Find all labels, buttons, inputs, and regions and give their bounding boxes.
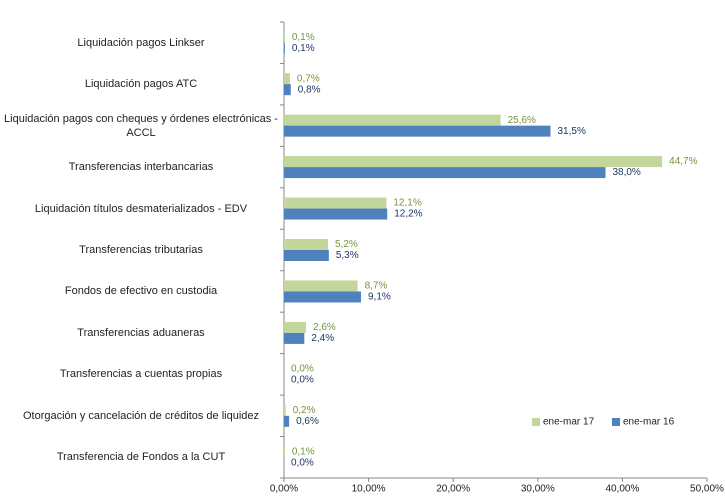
legend-swatch: [612, 418, 620, 426]
bar: [284, 404, 286, 416]
x-tick-label: 10,00%: [352, 484, 386, 495]
bar: [284, 332, 305, 344]
category-label: Transferencias aduaneras: [77, 326, 205, 339]
value-label: 38,0%: [612, 167, 640, 178]
category-label: Liquidación títulos desmaterializados - …: [34, 202, 248, 215]
bar: [284, 250, 329, 261]
bar: [284, 42, 285, 54]
value-label: 0,1%: [292, 32, 315, 43]
value-label: 0,2%: [293, 405, 316, 416]
x-tick-label: 40,00%: [605, 484, 639, 495]
x-tick-label: 50,00%: [690, 484, 724, 495]
value-label: 2,4%: [311, 333, 334, 344]
value-label: 0,0%: [291, 375, 314, 386]
legend-label: ene-mar 16: [623, 417, 675, 428]
category-label: Liquidación pagos ATC: [84, 78, 198, 91]
value-label: 8,7%: [365, 281, 388, 292]
legend-label: ene-mar 17: [543, 417, 595, 428]
bar: [284, 84, 291, 96]
bar: [284, 208, 388, 220]
bar: [284, 31, 285, 43]
category-label: Transferencias interbancarias: [68, 161, 214, 174]
bar: [284, 239, 328, 250]
value-label: 5,2%: [335, 239, 358, 250]
value-label: 0,8%: [298, 84, 321, 95]
value-label: 9,1%: [368, 292, 391, 303]
bar: [284, 415, 290, 427]
legend-swatch: [532, 418, 540, 426]
category-label: Liquidación pagos con cheques y órdenes …: [4, 112, 278, 139]
value-label: 12,2%: [394, 209, 422, 220]
bar: [284, 291, 361, 303]
x-tick-label: 20,00%: [436, 484, 470, 495]
bar: [284, 156, 663, 168]
x-tick-label: 0,00%: [270, 484, 298, 495]
category-label: Fondos de efectivo en custodia: [64, 285, 218, 298]
value-label: 0,6%: [296, 416, 319, 427]
category-label: Transferencias a cuentas propias: [59, 368, 223, 381]
value-label: 0,1%: [292, 43, 315, 54]
value-label: 25,6%: [508, 115, 536, 126]
bar: [284, 197, 387, 209]
value-label: 5,3%: [336, 250, 359, 261]
category-label: Transferencia de Fondos a la CUT: [56, 451, 226, 464]
bar: [284, 73, 290, 85]
value-label: 31,5%: [557, 126, 585, 137]
value-label: 2,6%: [313, 322, 336, 333]
bar: [284, 280, 358, 292]
category-label: Otorgación y cancelación de créditos de …: [22, 409, 260, 422]
bar: [284, 125, 551, 137]
bar: [284, 446, 285, 458]
bar: [284, 114, 501, 126]
category-label: Transferencias tributarias: [79, 244, 203, 256]
bar: [284, 321, 306, 333]
category-label: Liquidación pagos Linkser: [77, 36, 205, 49]
value-label: 44,7%: [669, 156, 697, 167]
value-label: 12,1%: [393, 198, 421, 209]
value-label: 0,0%: [291, 364, 314, 375]
value-label: 0,1%: [292, 446, 315, 457]
bar: [284, 167, 606, 179]
x-tick-label: 30,00%: [521, 484, 555, 495]
value-label: 0,0%: [291, 457, 314, 468]
value-label: 0,7%: [297, 73, 320, 84]
